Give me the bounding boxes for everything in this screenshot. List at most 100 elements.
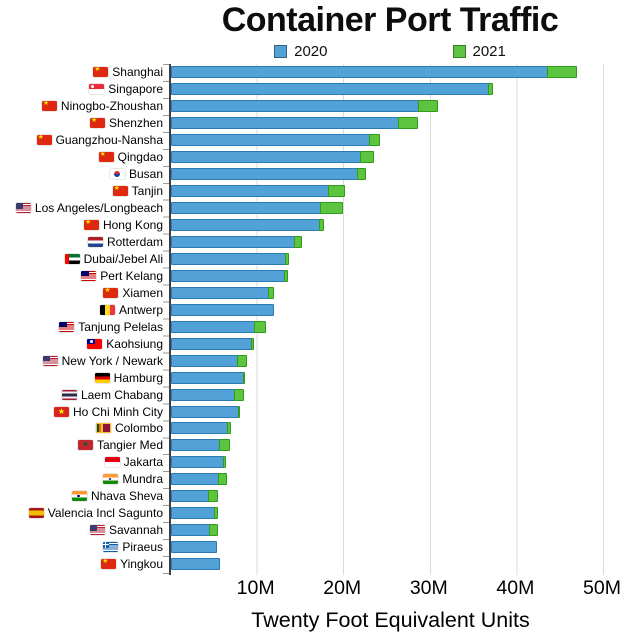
port-row-bars — [171, 166, 612, 183]
flag-vn-icon — [53, 406, 69, 417]
port-row-label: Los Angeles/Longbeach — [0, 202, 163, 214]
bar-2020-segment — [171, 236, 295, 248]
bar-2021-segment — [397, 117, 418, 130]
legend: 2020 2021 — [157, 43, 623, 60]
bar-2021-segment — [222, 456, 227, 469]
port-row: Ninogbo-Zhoushan — [0, 98, 612, 115]
port-label: Shanghai — [112, 65, 163, 80]
port-label: Busan — [128, 167, 163, 182]
bar-2021-segment — [546, 66, 577, 79]
flag-cn-icon — [98, 152, 114, 163]
bar-2020-segment — [171, 507, 216, 520]
port-label: Mundra — [122, 472, 163, 487]
port-label: Los Angeles/Longbeach — [34, 201, 163, 216]
bar-2021-segment — [359, 151, 375, 164]
bar-2020-segment — [171, 219, 320, 232]
bar-2021-segment — [208, 490, 218, 503]
port-row-label: Kaohsiung — [0, 338, 163, 350]
port-row: Shanghai — [0, 64, 612, 81]
flag-my-icon — [59, 321, 75, 332]
bar-2020-segment — [171, 456, 224, 469]
port-label: Tangier Med — [96, 438, 163, 453]
port-row-label: Tangier Med — [0, 439, 163, 451]
legend-label-2020: 2020 — [294, 43, 328, 60]
port-label: Kaohsiung — [106, 336, 163, 351]
bar-2020-segment — [171, 490, 210, 503]
flag-us-icon — [42, 355, 58, 366]
bar-2020-segment — [171, 371, 244, 384]
port-row-bars — [171, 386, 612, 403]
port-row-bars — [171, 267, 612, 284]
bar-2020-segment — [171, 303, 275, 316]
port-row-bars — [171, 301, 612, 318]
bar-2020-segment — [171, 388, 236, 401]
flag-cn-icon — [101, 559, 117, 570]
port-row: Savannah — [0, 522, 612, 539]
chart-title: Container Port Traffic — [221, 1, 559, 39]
bar-2021-segment — [487, 83, 493, 96]
port-row-label: Xiamen — [0, 287, 163, 299]
bar-2020-segment — [171, 405, 240, 418]
flag-cn-icon — [112, 186, 128, 197]
port-row-label: Mundra — [0, 473, 163, 485]
flag-kr-icon — [109, 169, 125, 180]
port-row-bars — [171, 505, 612, 522]
bar-2021-segment — [417, 100, 439, 113]
legend-item-2020[interactable]: 2020 — [274, 43, 328, 60]
port-row-bars — [171, 488, 612, 505]
port-row: Ho Chi Minh City — [0, 403, 612, 420]
port-row: Shenzhen — [0, 115, 612, 132]
port-label: Qingdao — [117, 150, 163, 165]
bar-2020-segment — [171, 337, 253, 350]
bar-2021-segment — [328, 185, 345, 198]
bar-2020-segment — [171, 117, 399, 130]
bar-2021-segment — [284, 269, 288, 282]
legend-swatch-2021 — [452, 45, 466, 58]
legend-item-2021[interactable]: 2021 — [452, 43, 506, 60]
port-row-bars — [171, 403, 612, 420]
flag-us-icon — [89, 525, 105, 536]
flag-cn-icon — [41, 101, 57, 112]
bar-2021-segment — [293, 236, 302, 248]
port-label: Hong Kong — [102, 218, 163, 233]
flag-us-icon — [15, 203, 31, 214]
port-row: Mundra — [0, 471, 612, 488]
bar-2020-segment — [171, 422, 229, 435]
port-row-bars — [171, 335, 612, 352]
flag-id-icon — [104, 457, 120, 468]
port-row-label: Hamburg — [0, 372, 163, 384]
port-row-label: Guangzhou-Nansha — [0, 134, 163, 146]
bar-2021-segment — [214, 507, 219, 520]
x-tick-label: 20M — [323, 577, 362, 599]
port-row-bars — [171, 454, 612, 471]
port-row-bars — [171, 369, 612, 386]
port-label: Rotterdam — [106, 235, 163, 249]
bar-2020-segment — [171, 168, 359, 181]
bar-2020-segment — [171, 151, 361, 164]
port-row: Hamburg — [0, 369, 612, 386]
flag-ae-icon — [64, 253, 80, 264]
port-row: Valencia Incl Sagunto — [0, 505, 612, 522]
port-label: Guangzhou-Nansha — [55, 133, 163, 148]
port-row-label: Qingdao — [0, 151, 163, 163]
bar-2020-segment — [171, 269, 286, 282]
bar-2021-segment — [208, 524, 219, 537]
port-row-label: Rotterdam — [0, 236, 163, 248]
port-row-bars — [171, 352, 612, 369]
port-row: New York / Newark — [0, 352, 612, 369]
flag-cn-icon — [93, 67, 109, 78]
flag-cn-icon — [89, 118, 105, 129]
port-row: Los Angeles/Longbeach — [0, 200, 612, 217]
bar-2021-segment — [357, 168, 366, 181]
flag-in-icon — [103, 474, 119, 485]
port-row: Colombo — [0, 420, 612, 437]
port-row-bars — [171, 149, 612, 166]
port-label: Dubai/Jebel Ali — [83, 251, 163, 266]
port-row-bars — [171, 64, 612, 81]
flag-cn-icon — [103, 287, 119, 298]
port-row: Rotterdam — [0, 234, 612, 251]
y-axis-ticks — [163, 64, 169, 574]
bar-2021-segment — [242, 371, 245, 384]
bar-2021-segment — [318, 219, 325, 232]
port-row-label: Tanjin — [0, 185, 163, 197]
